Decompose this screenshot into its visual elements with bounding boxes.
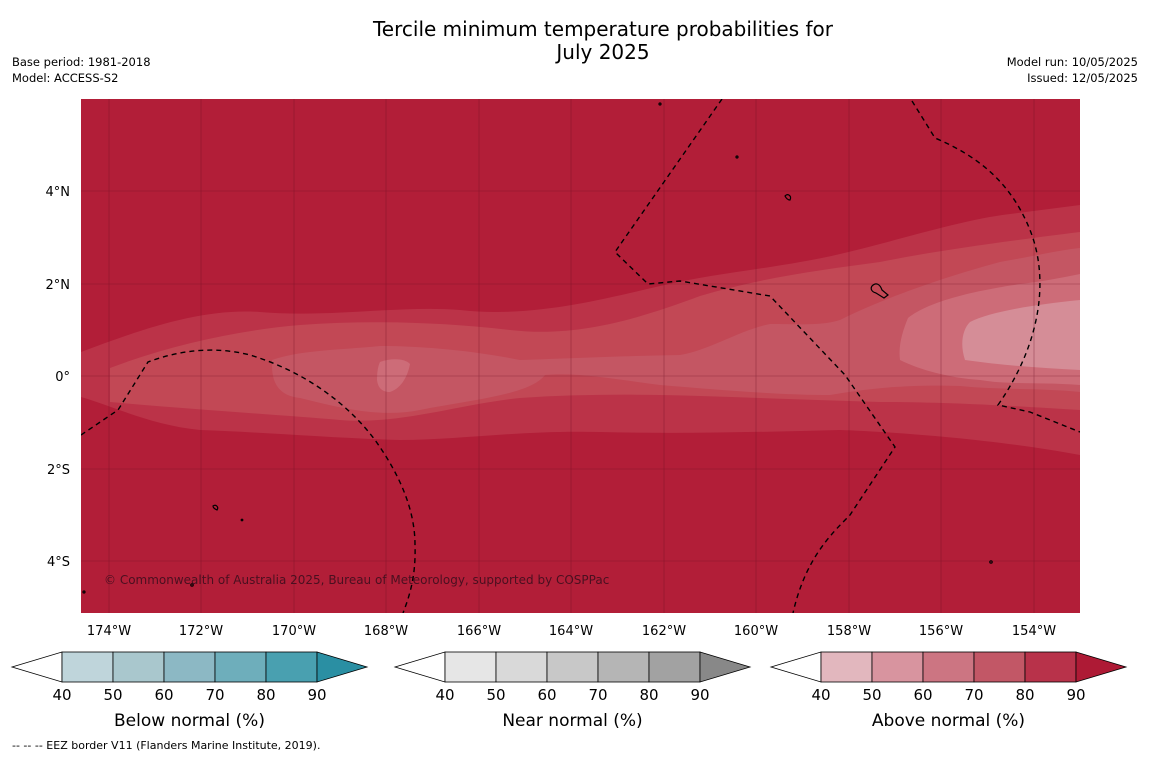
meta-right: Model run: 10/05/2025 Issued: 12/05/2025 <box>1007 54 1138 86</box>
colorbar-tick-label: 70 <box>588 686 607 704</box>
colorbar-cell <box>214 651 267 683</box>
lon-tick-label: 168°W <box>364 624 408 639</box>
colorbar-tick-label: 50 <box>103 686 122 704</box>
lon-tick-label: 172°W <box>179 624 223 639</box>
lat-tick-label: 0° <box>55 370 70 385</box>
model-name: Model: ACCESS-S2 <box>12 71 119 85</box>
colorbar-tick-label: 90 <box>307 686 326 704</box>
colorbar-title: Below normal (%) <box>114 711 265 731</box>
lat-tick-label: 4°N <box>46 185 71 200</box>
colorbar-tick-label: 90 <box>690 686 709 704</box>
colorbar-extend-low <box>10 651 63 683</box>
colorbar-tick-label: 60 <box>537 686 556 704</box>
meta-left: Base period: 1981-2018 Model: ACCESS-S2 <box>12 54 151 86</box>
chart-title: Tercile minimum temperature probabilitie… <box>372 17 834 64</box>
lon-tick-label: 170°W <box>272 624 316 639</box>
eez-border-west <box>81 349 416 613</box>
colorbar-cell <box>820 651 873 683</box>
islands <box>82 102 993 594</box>
lon-tick-label: 166°W <box>457 624 501 639</box>
below-normal-colorbar: 40 50 60 70 80 90 Below normal (%) <box>10 651 369 731</box>
issued-date: Issued: 12/05/2025 <box>1027 71 1138 85</box>
colorbar-extend-low <box>769 651 822 683</box>
lat-tick-label: 2°N <box>46 278 71 293</box>
eez-border-central <box>614 99 896 613</box>
colorbar-extend-high <box>1075 651 1128 683</box>
colorbar-cell <box>1024 651 1077 683</box>
above-normal-colorbar: 40 50 60 70 80 90 Above normal (%) <box>769 651 1128 731</box>
colorbar-cell <box>495 651 548 683</box>
lat-tick-label: 2°S <box>47 463 70 478</box>
copyright-notice: © Commonwealth of Australia 2025, Bureau… <box>104 573 609 587</box>
base-period: Base period: 1981-2018 <box>12 55 151 69</box>
colorbar-tick-label: 90 <box>1066 686 1085 704</box>
colorbar-cell <box>597 651 650 683</box>
colorbar-tick-label: 80 <box>639 686 658 704</box>
probability-band-45 <box>962 300 1080 370</box>
colorbar-cell <box>444 651 497 683</box>
colorbar-extend-high <box>316 651 369 683</box>
colorbar-cell <box>871 651 924 683</box>
colorbar-tick-label: 60 <box>154 686 173 704</box>
colorbar-tick-label: 70 <box>205 686 224 704</box>
colorbar-cell <box>546 651 599 683</box>
colorbar-cell <box>648 651 701 683</box>
lon-tick-label: 162°W <box>642 624 686 639</box>
lon-tick-label: 174°W <box>87 624 131 639</box>
colorbar-title: Above normal (%) <box>872 711 1025 731</box>
eez-borders <box>81 99 1080 613</box>
lon-tick-label: 160°W <box>734 624 778 639</box>
lon-tick-label: 154°W <box>1012 624 1056 639</box>
colorbar-cell <box>973 651 1026 683</box>
eez-border-east <box>911 100 1080 433</box>
colorbar-cell <box>922 651 975 683</box>
colorbar-legend: 40 50 60 70 80 90 Below normal (%) 40 50 60 70 80 90… <box>10 651 1128 731</box>
lon-tick-label: 158°W <box>827 624 871 639</box>
lon-tick-label: 156°W <box>919 624 963 639</box>
eez-footnote: -- -- -- EEZ border V11 (Flanders Marine… <box>12 739 321 752</box>
colorbar-tick-label: 70 <box>964 686 983 704</box>
colorbar-cell <box>61 651 114 683</box>
colorbar-tick-label: 40 <box>811 686 830 704</box>
colorbar-tick-label: 50 <box>486 686 505 704</box>
gridlines <box>81 99 1080 613</box>
colorbar-tick-label: 80 <box>256 686 275 704</box>
latitude-ticks: 4°N 2°N 0° 2°S 4°S <box>46 185 71 570</box>
colorbar-extend-low <box>393 651 446 683</box>
lat-tick-label: 4°S <box>47 555 70 570</box>
colorbar-cell <box>265 651 318 683</box>
colorbar-tick-label: 40 <box>435 686 454 704</box>
longitude-ticks: 174°W 172°W 170°W 168°W 166°W 164°W 162°… <box>87 624 1056 639</box>
probability-band-55 <box>271 248 1080 413</box>
colorbar-tick-label: 60 <box>913 686 932 704</box>
colorbar-tick-label: 80 <box>1015 686 1034 704</box>
colorbar-cell <box>163 651 216 683</box>
map-area: © Commonwealth of Australia 2025, Bureau… <box>81 99 1080 613</box>
model-run: Model run: 10/05/2025 <box>1006 55 1138 69</box>
colorbar-title: Near normal (%) <box>502 711 642 731</box>
near-normal-colorbar: 40 50 60 70 80 90 Near normal (%) <box>393 651 752 731</box>
colorbar-tick-label: 50 <box>862 686 881 704</box>
colorbar-tick-label: 40 <box>52 686 71 704</box>
lon-tick-label: 164°W <box>549 624 593 639</box>
colorbar-extend-high <box>699 651 752 683</box>
probability-patch-small <box>377 359 410 392</box>
colorbar-cell <box>112 651 165 683</box>
